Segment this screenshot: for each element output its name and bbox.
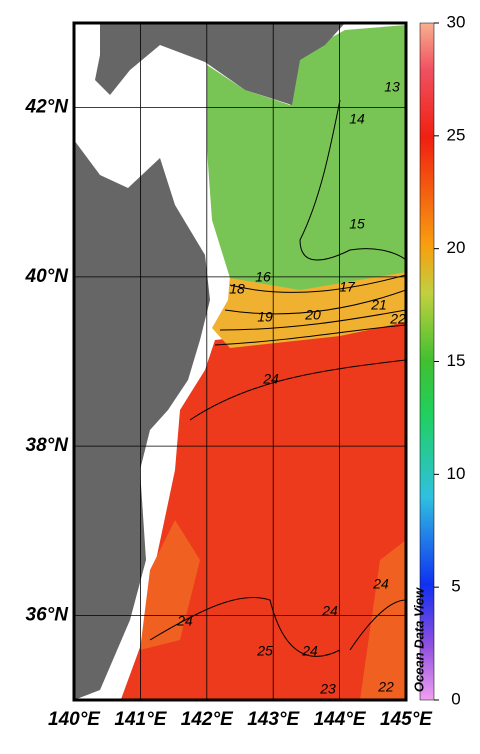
x-tick-label: 142°E: [181, 709, 234, 730]
colorbar-tick-label: 0: [451, 689, 460, 708]
contour-label: 22: [389, 311, 406, 327]
contour-label: 24: [372, 576, 389, 592]
y-tick-label: 38°N: [26, 435, 70, 456]
colorbar-tick-label: 25: [447, 125, 466, 144]
contour-label: 17: [339, 279, 356, 295]
contours: [149, 99, 406, 657]
y-tick-label: 42°N: [25, 97, 70, 118]
x-tick-label: 144°E: [314, 709, 367, 730]
contour-label: 19: [257, 309, 273, 325]
contour-label: 14: [349, 111, 365, 127]
contour-label: 24: [262, 371, 279, 387]
contour-label: 16: [255, 269, 271, 285]
contour-label: 13: [384, 79, 400, 95]
colorbar-tick-label: 15: [447, 351, 466, 370]
y-tick-label: 36°N: [26, 604, 70, 625]
ocean-cool: [207, 25, 406, 290]
contour-label: 15: [349, 216, 365, 232]
contour-label: 23: [319, 681, 336, 697]
colorbar-tick-label: 5: [451, 577, 460, 596]
contour-label: 20: [304, 307, 321, 323]
contour-label: 24: [321, 603, 338, 619]
contour-label: 24: [176, 613, 193, 629]
y-tick-label: 40°N: [25, 266, 70, 287]
contour-label: 18: [229, 281, 245, 297]
map-frame: [72, 21, 408, 702]
contour-label: 22: [377, 679, 394, 695]
contour-label: 24: [301, 643, 318, 659]
graticule: [74, 23, 406, 700]
x-tick-label: 145°E: [380, 709, 433, 730]
ocean-warm: [120, 320, 406, 700]
contour-label: 25: [256, 643, 273, 659]
contour-label: 21: [370, 297, 387, 313]
x-tick-label: 141°E: [114, 709, 167, 730]
colorbar-tick-label: 20: [447, 238, 466, 257]
colorbar-tick-label: 10: [447, 464, 466, 483]
x-tick-label: 143°E: [247, 709, 300, 730]
watermark: Ocean Data View: [411, 587, 426, 692]
map-area: [74, 23, 406, 700]
x-tick-label: 140°E: [48, 709, 101, 730]
land: [74, 140, 210, 700]
ocean-warm-orange: [140, 520, 406, 700]
land: [95, 23, 345, 105]
colorbar-tick-label: 30: [447, 12, 466, 31]
